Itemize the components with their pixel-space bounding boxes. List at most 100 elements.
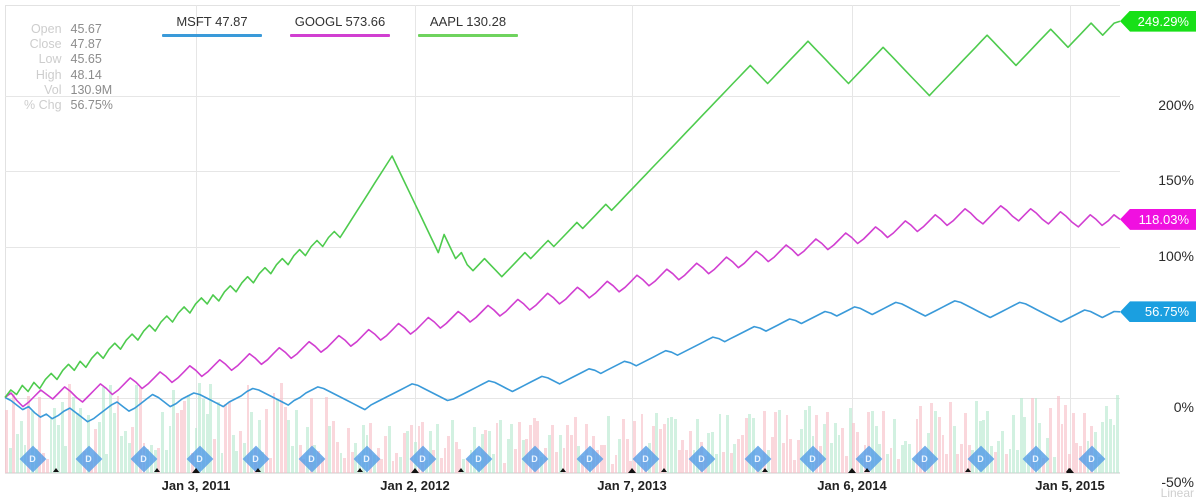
volume-bar <box>1112 425 1116 473</box>
dividend-marker-label: D <box>810 454 817 464</box>
gridline-horizontal <box>5 246 1120 248</box>
scale-mode-label[interactable]: Linear <box>1160 486 1194 500</box>
volume-bar <box>629 461 633 473</box>
volume-bar <box>726 414 729 473</box>
price-badge-googl[interactable]: 118.03% <box>1120 208 1196 230</box>
legend-item-msft[interactable]: MSFT 47.87 <box>148 14 276 37</box>
volume-bar <box>395 452 399 473</box>
volume-bar <box>116 396 120 473</box>
ohlc-value: 45.65 <box>70 52 102 67</box>
volume-bar <box>131 427 135 473</box>
volume-bar <box>640 413 644 473</box>
legend-item-googl[interactable]: GOOGL 573.66 <box>276 14 404 37</box>
ohlc-value: 45.67 <box>70 22 102 36</box>
ohlc-label: Low <box>38 52 62 67</box>
volume-bar <box>1067 454 1071 473</box>
legend-color-swatch <box>418 34 518 37</box>
volume-bar <box>157 448 161 473</box>
legend-item-label: GOOGL 573.66 <box>294 14 386 29</box>
volume-bar <box>45 458 49 473</box>
volume-bar <box>201 398 205 473</box>
volume-bar <box>287 419 291 473</box>
ohlc-label: Close <box>29 37 62 52</box>
dividend-marker-label: D <box>196 454 204 464</box>
volume-bar <box>488 431 492 473</box>
dividend-marker-label: D <box>642 454 650 464</box>
volume-bar <box>1045 437 1049 473</box>
volume-bar <box>198 382 202 473</box>
volume-bar <box>822 423 826 473</box>
y-axis-tick-label: 100% <box>1158 247 1194 264</box>
x-axis-tick-label: Jan 2, 2012 <box>380 478 450 493</box>
volume-bar <box>975 400 978 473</box>
gridline-horizontal <box>5 473 1120 474</box>
volume-bar <box>610 463 614 473</box>
legend-item-aapl[interactable]: AAPL 130.28 <box>404 14 532 37</box>
volume-bar <box>127 443 131 473</box>
volume-bar <box>893 418 897 473</box>
gridline-vertical <box>632 5 633 473</box>
price-badge-msft[interactable]: 56.75% <box>1120 301 1196 323</box>
x-axis-tick-label: Jan 3, 2011 <box>161 478 231 493</box>
dividend-marker-label: D <box>252 454 260 464</box>
ohlc-label: Vol <box>44 82 62 97</box>
volume-bar <box>833 423 837 473</box>
volume-bar <box>276 398 280 473</box>
x-axis-tick-mark <box>192 468 200 473</box>
x-axis-tick-mark-minor <box>154 468 161 472</box>
volume-bar <box>517 422 521 473</box>
volume-bar <box>57 425 60 473</box>
dividend-marker-label: D <box>531 454 538 464</box>
volume-bar <box>64 445 68 473</box>
dividend-marker-label: D <box>1088 454 1096 464</box>
x-axis-tick-mark-minor <box>762 468 769 472</box>
volume-bar <box>246 384 250 473</box>
volume-bar <box>79 407 83 473</box>
gridline-horizontal <box>5 397 1120 399</box>
volume-bar <box>380 458 384 473</box>
series-line-msft <box>4 300 1121 423</box>
price-badge-aapl[interactable]: 249.29% <box>1120 10 1196 32</box>
volume-bar <box>120 436 124 473</box>
volume-bar <box>792 460 796 473</box>
volume-bar <box>919 405 923 473</box>
volume-bar <box>685 450 689 473</box>
ohlc-value: 56.75% <box>70 98 113 113</box>
volume-bar <box>1116 394 1120 473</box>
volume-bar <box>172 390 176 473</box>
volume-bar <box>1015 450 1019 473</box>
volume-bar <box>499 419 503 473</box>
x-axis-tick-mark-minor <box>52 468 59 472</box>
volume-bar <box>38 397 42 473</box>
volume-bar <box>837 435 841 473</box>
volume-bar <box>826 412 830 473</box>
volume-bar <box>677 449 681 473</box>
volume-bar <box>737 438 741 473</box>
volume-bar <box>1049 408 1053 473</box>
legend-item-label: AAPL 130.28 <box>429 14 507 29</box>
volume-bar <box>651 426 655 473</box>
volume-bar <box>436 423 440 473</box>
volume-bar <box>934 411 938 473</box>
volume-bar <box>239 431 243 473</box>
legend-color-swatch <box>162 34 262 37</box>
volume-bar <box>220 452 224 473</box>
volume-bar <box>138 387 142 473</box>
series-legend[interactable]: MSFT 47.87 GOOGL 573.66 AAPL 130.28 <box>148 14 532 37</box>
series-line-aapl <box>4 20 1121 398</box>
volume-bar <box>551 425 555 473</box>
x-axis-tick-mark-minor <box>1066 468 1073 472</box>
volume-bar <box>941 434 945 473</box>
volume-bar <box>763 410 767 473</box>
dividend-marker-label: D <box>921 454 929 464</box>
volume-bar <box>350 451 354 473</box>
dividend-marker-label: D <box>475 454 483 464</box>
volume-bar <box>1075 443 1079 473</box>
y-axis-tick-label: 0% <box>1173 398 1194 415</box>
volume-bar <box>343 457 347 473</box>
gridline-horizontal <box>5 95 1120 97</box>
volume-bar <box>1108 418 1112 473</box>
ohlc-label: Open <box>30 22 62 36</box>
volume-bar <box>915 419 919 473</box>
